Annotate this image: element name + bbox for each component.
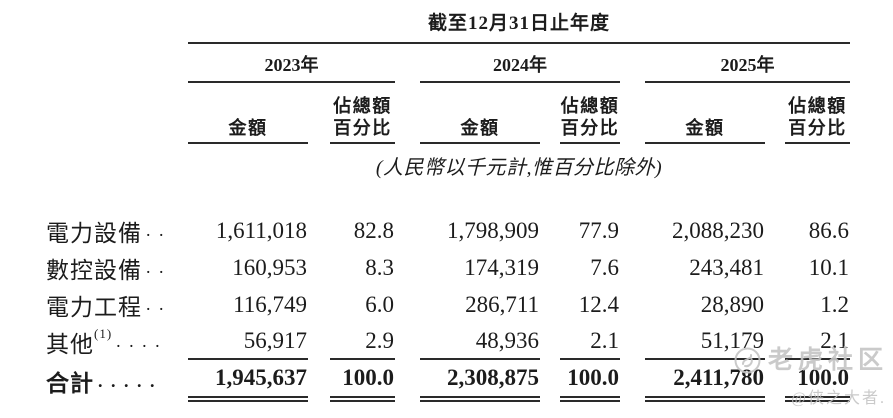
- leader-dots: . . . .: [116, 331, 162, 351]
- cell-value: 2.1: [560, 323, 620, 360]
- total-row: 合計. . . . . 1,945,637 100.0 2,308,875 100.0 2…: [0, 360, 893, 402]
- pct-column-header-2024: 佔總額 百分比: [560, 83, 620, 144]
- unit-note-row: (人民幣以千元計,惟百分比除外): [0, 151, 893, 180]
- table-body: 電力設備. . 1,611,018 82.8 1,798,909 77.9 2,088,2…: [0, 212, 893, 360]
- cell-value: 51,179: [645, 323, 765, 360]
- cell-value: 2.9: [330, 323, 395, 360]
- table-row: 數控設備. . 160,953 8.3 174,319 7.6 243,481 10.1: [0, 249, 893, 286]
- cell-value: 1.2: [820, 291, 849, 317]
- cell-value: 28,890: [700, 291, 764, 317]
- cell-value: 86.6: [808, 217, 849, 243]
- amount-header-label: 金額: [685, 118, 725, 138]
- amount-header-label: 金額: [460, 118, 500, 138]
- total-value: 2,411,780: [645, 360, 765, 402]
- cell-value: 56,917: [188, 323, 308, 360]
- period-header-row: 截至12月31日止年度: [0, 8, 893, 44]
- total-value: 1,945,637: [188, 360, 308, 402]
- year-header-2025: 2025年: [645, 44, 850, 83]
- pct-header-line2: 百分比: [788, 118, 847, 138]
- cell-value: 2,088,230: [672, 217, 764, 243]
- cell-value: 48,936: [420, 323, 540, 360]
- amount-column-header-2025: 金額: [645, 83, 765, 144]
- cell-value: 1,798,909: [447, 217, 539, 243]
- total-value: 100.0: [560, 360, 620, 402]
- amount-header-label: 金額: [228, 118, 268, 138]
- spacer: [0, 180, 893, 212]
- table-row: 電力設備. . 1,611,018 82.8 1,798,909 77.9 2,088,2…: [0, 212, 893, 249]
- cell-value: 2.1: [785, 323, 850, 360]
- amount-column-header-2024: 金額: [420, 83, 540, 144]
- table-row: 其他 (1). . . . 56,917 2.9 48,936 2.1 51,179 2.1: [0, 323, 893, 360]
- pct-column-header-2025: 佔總額 百分比: [785, 83, 850, 144]
- cell-value: 116,749: [233, 291, 307, 317]
- total-value: 2,308,875: [420, 360, 540, 402]
- total-value: 100.0: [330, 360, 395, 402]
- year-header-2023: 2023年: [188, 44, 395, 83]
- column-headers-row: 金額 佔總額 百分比 金額 佔總額 百分比 金額 佔總額 百分比: [0, 83, 893, 144]
- cell-value: 77.9: [578, 217, 619, 243]
- row-label: 電力工程. .: [46, 294, 166, 320]
- leader-dots: . .: [146, 257, 166, 277]
- row-label: 合計. . . . .: [46, 370, 157, 397]
- cell-value: 6.0: [365, 291, 394, 317]
- cell-value: 10.1: [808, 254, 849, 280]
- cell-value: 243,481: [689, 254, 764, 280]
- pct-header-line1: 佔總額: [788, 96, 847, 116]
- row-label: 其他 (1). . . .: [46, 326, 162, 357]
- table-footer: 合計. . . . . 1,945,637 100.0 2,308,875 100.0 2…: [0, 360, 893, 402]
- row-label: 電力設備. .: [46, 220, 166, 246]
- cell-value: 7.6: [590, 254, 619, 280]
- cell-value: 8.3: [365, 254, 394, 280]
- total-value: 100.0: [785, 360, 850, 402]
- footnote-marker: (1): [94, 326, 113, 341]
- pct-header-line2: 百分比: [333, 118, 392, 138]
- period-header: 截至12月31日止年度: [188, 8, 850, 44]
- cell-value: 82.8: [353, 217, 394, 243]
- cell-value: 160,953: [232, 254, 307, 280]
- table-row: 電力工程. . 116,749 6.0 286,711 12.4 28,890 1.2: [0, 286, 893, 323]
- cell-value: 286,711: [465, 291, 539, 317]
- year-header-2024: 2024年: [420, 44, 620, 83]
- row-label: 數控設備. .: [46, 257, 166, 283]
- year-headers-row: 2023年 2024年 2025年: [0, 44, 893, 83]
- cell-value: 174,319: [464, 254, 539, 280]
- cell-value: 12.4: [578, 291, 619, 317]
- pct-header-line1: 佔總額: [560, 96, 620, 116]
- pct-header-line2: 百分比: [560, 118, 620, 138]
- pct-header-line1: 佔總額: [333, 96, 392, 116]
- amount-column-header-2023: 金額: [188, 83, 308, 144]
- unit-note: (人民幣以千元計,惟百分比除外): [375, 157, 663, 179]
- leader-dots: . .: [146, 220, 166, 240]
- pct-column-header-2023: 佔總額 百分比: [330, 83, 395, 144]
- cell-value: 1,611,018: [215, 217, 307, 243]
- leader-dots: . .: [146, 294, 166, 314]
- leader-dots: . . . . .: [98, 370, 157, 391]
